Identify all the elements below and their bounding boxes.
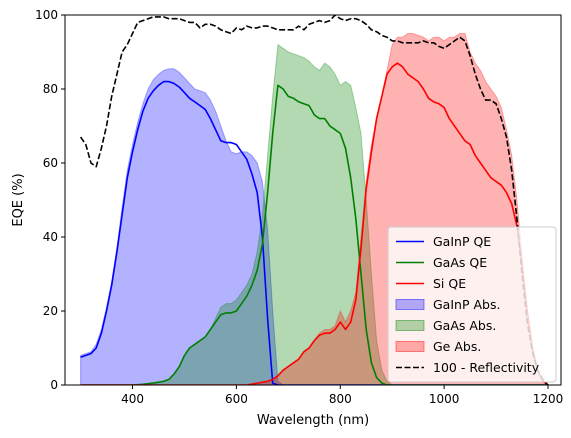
legend-gaas-abs-swatch bbox=[395, 320, 425, 331]
legend-si-qe-label: Si QE bbox=[433, 276, 466, 291]
legend-gaas-abs-label: GaAs Abs. bbox=[433, 318, 496, 333]
y-tick-label: 100 bbox=[35, 8, 58, 22]
x-tick-label: 1000 bbox=[429, 392, 460, 406]
x-axis: 400 600 800 1000 1200 bbox=[121, 385, 563, 406]
legend-box bbox=[387, 226, 557, 383]
legend-ge-abs-swatch bbox=[395, 341, 425, 352]
x-tick-label: 1200 bbox=[533, 392, 564, 406]
line-100-reflectivity bbox=[79, 15, 549, 385]
x-tick-label: 600 bbox=[225, 392, 248, 406]
line-layer bbox=[79, 15, 549, 385]
y-tick-label: 0 bbox=[50, 378, 58, 392]
x-axis-label: Wavelength (nm) bbox=[257, 413, 369, 428]
legend-gainp-abs-swatch bbox=[395, 299, 425, 310]
legend: GaInP QE GaAs QE Si QE GaInP Abs. GaAs Abs. G… bbox=[387, 226, 557, 383]
y-axis: 0 20 40 60 80 100 bbox=[35, 8, 65, 392]
line-gainp-qe bbox=[80, 80, 548, 385]
y-axis-label: EQE (%) bbox=[11, 173, 26, 226]
legend-100-reflectivity-label: 100 - Reflectivity bbox=[433, 360, 540, 375]
x-tick-label: 400 bbox=[121, 392, 144, 406]
legend-gaas-qe-label: GaAs QE bbox=[433, 255, 487, 270]
y-tick-label: 60 bbox=[43, 156, 58, 170]
line-gaas-qe bbox=[80, 84, 548, 385]
legend-gainp-qe-label: GaInP QE bbox=[433, 234, 491, 249]
line-si-qe bbox=[80, 62, 549, 385]
legend-ge-abs-label: Ge Abs. bbox=[433, 339, 481, 354]
y-tick-label: 40 bbox=[43, 230, 58, 244]
legend-gainp-abs-label: GaInP Abs. bbox=[433, 297, 500, 312]
x-tick-label: 800 bbox=[329, 392, 352, 406]
y-tick-label: 80 bbox=[43, 82, 58, 96]
plot-frame bbox=[64, 14, 562, 386]
y-tick-label: 20 bbox=[43, 304, 58, 318]
